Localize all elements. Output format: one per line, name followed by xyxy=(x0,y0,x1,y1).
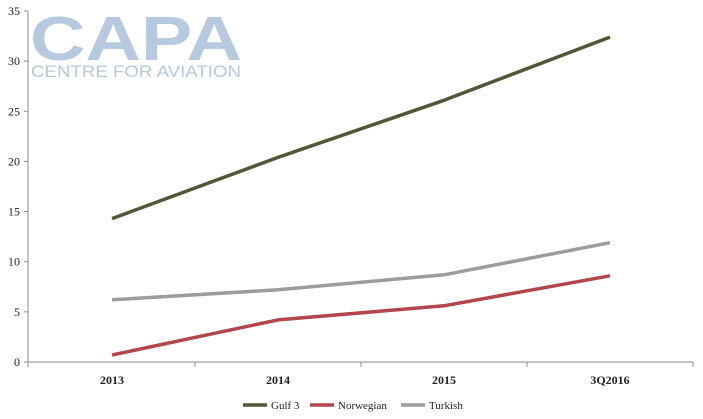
x-tick-label: 2013 xyxy=(100,373,124,387)
data-point xyxy=(111,298,114,301)
x-tick-label: 2015 xyxy=(432,373,456,387)
data-point xyxy=(609,241,612,244)
chart-series xyxy=(111,35,612,357)
capa-logo-text: CAPA xyxy=(30,5,242,74)
y-tick-label: 35 xyxy=(8,4,20,18)
x-tick-label: 3Q2016 xyxy=(590,373,629,387)
legend-label: Norwegian xyxy=(338,400,387,412)
data-point xyxy=(277,318,280,321)
data-point xyxy=(443,304,446,307)
y-tick-label: 25 xyxy=(8,104,20,118)
x-tick-label: 2014 xyxy=(266,373,290,387)
chart-legend: Gulf 3 Norwegian Turkish xyxy=(243,400,463,412)
y-tick-label: 20 xyxy=(8,154,20,168)
y-tick-label: 5 xyxy=(14,305,20,319)
data-point xyxy=(277,288,280,291)
data-point xyxy=(111,354,114,357)
y-tick-label: 15 xyxy=(8,205,20,219)
data-point xyxy=(277,156,280,159)
data-point xyxy=(443,99,446,102)
series-line-turkish xyxy=(111,240,611,302)
data-point xyxy=(609,36,612,39)
series-line-gulf-3 xyxy=(111,35,611,221)
y-tick-label: 0 xyxy=(14,355,20,369)
chart-axes: 0 5 10 15 20 25 30 35 2013 2014 2015 3Q2016 xyxy=(8,4,694,387)
data-point xyxy=(609,274,612,277)
data-point xyxy=(111,217,114,220)
y-tick-label: 30 xyxy=(8,54,20,68)
capa-tagline-text: CENTRE FOR AVIATION xyxy=(31,62,241,81)
legend-label: Gulf 3 xyxy=(271,400,300,412)
data-point xyxy=(443,273,446,276)
y-tick-label: 10 xyxy=(8,255,20,269)
series-line-norwegian xyxy=(111,274,611,357)
legend-label: Turkish xyxy=(429,400,463,412)
